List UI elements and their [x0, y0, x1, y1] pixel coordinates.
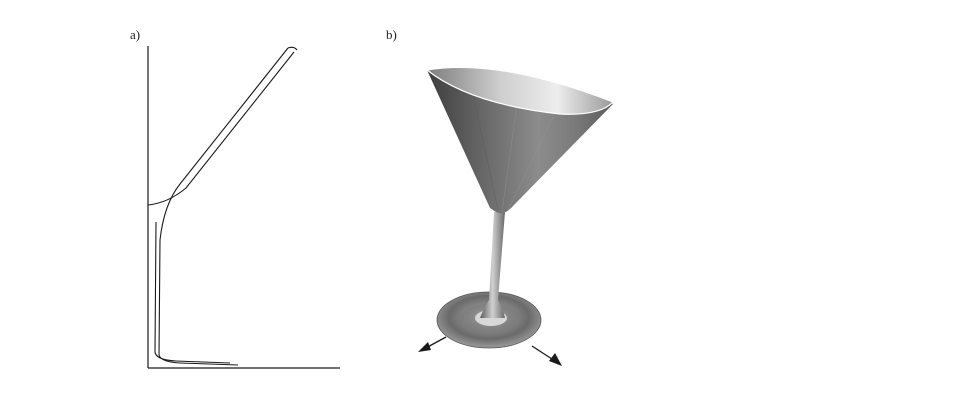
panel-b-label: b): [386, 27, 397, 42]
profile-top-cap: [287, 46, 298, 51]
panel-a-label: a): [130, 27, 141, 42]
profile-stem-line: [154, 221, 231, 364]
profile-inner-line: [158, 47, 289, 366]
arrow-down-left-icon: [418, 336, 447, 352]
arrow-down-right-icon: [531, 345, 562, 366]
glass-bowl-opening: [425, 66, 615, 115]
profile-curve-diagram: [147, 46, 340, 369]
glass-stem: [480, 212, 505, 318]
profile-outer-line: [147, 51, 295, 206]
glass-render: [418, 66, 615, 366]
bowl-facet: [469, 79, 499, 211]
